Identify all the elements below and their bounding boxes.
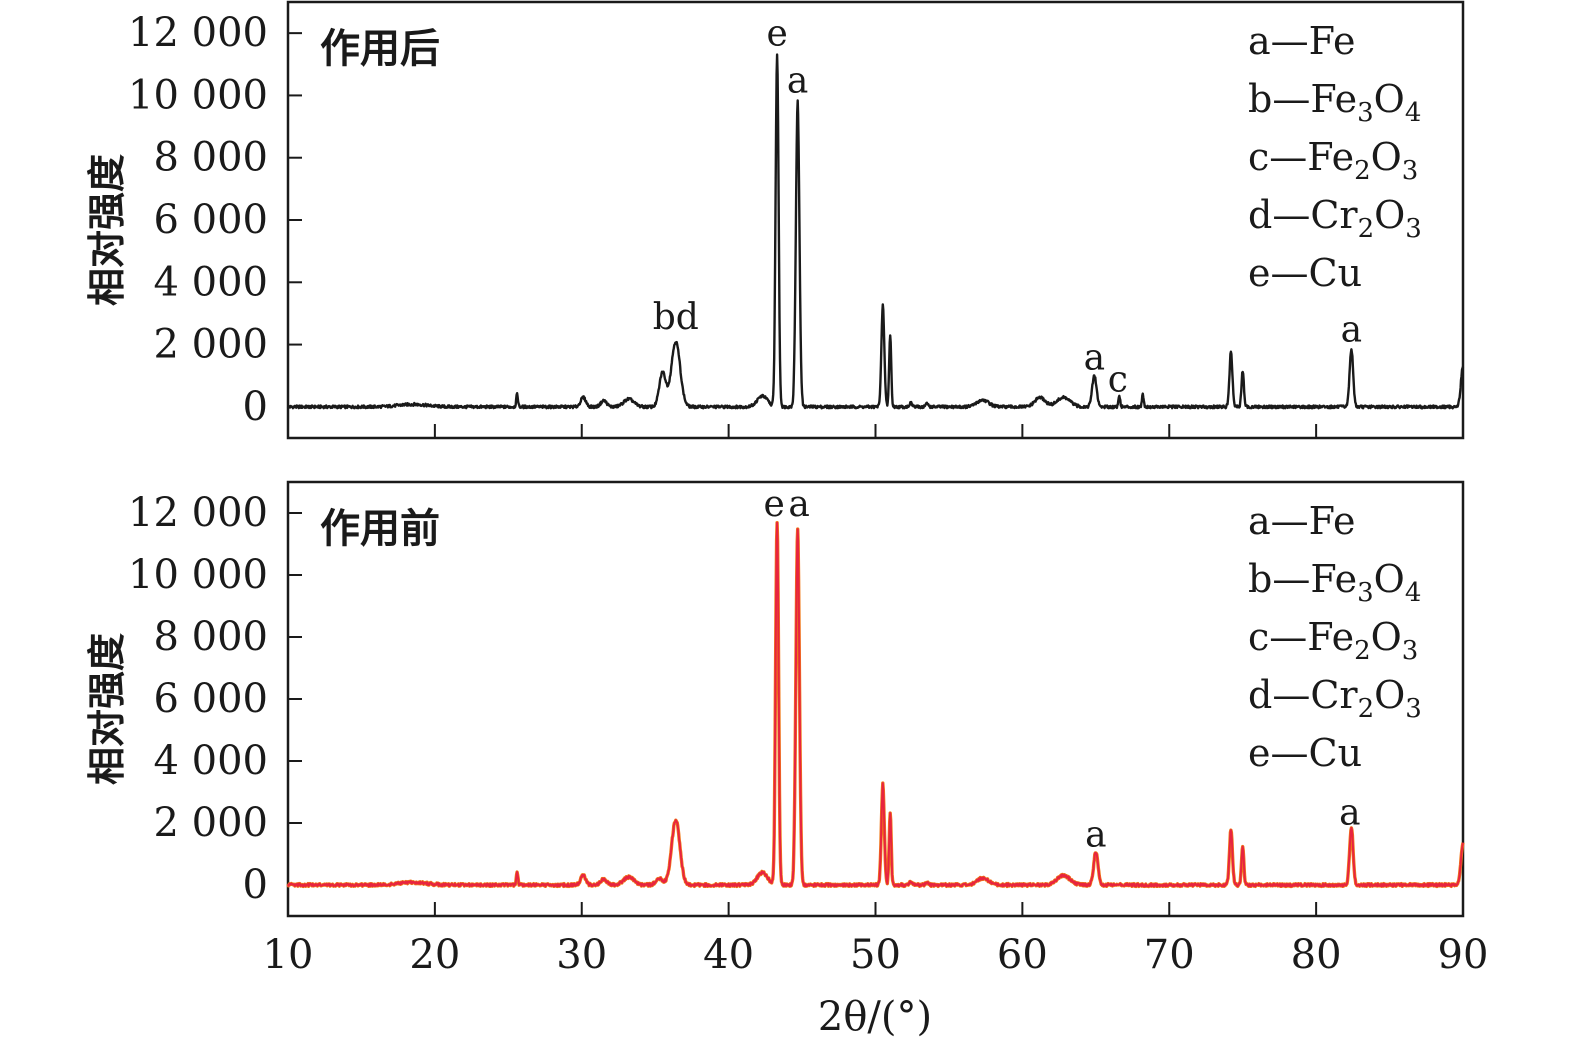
y-tick-label: 6 000 — [153, 676, 268, 722]
legend-formula-part: O — [1374, 77, 1405, 121]
legend-key: e— — [1248, 251, 1309, 295]
legend-entry: a—Fe — [1248, 499, 1355, 543]
legend-entry: c—Fe2​O3​ — [1248, 615, 1418, 666]
legend-formula-part: Cu — [1309, 251, 1363, 295]
x-tick-label: 70 — [1144, 932, 1195, 978]
panel-before: 0 2 000 4 000 6 000 8 000 10 000 12 000 10 20 30 4… — [84, 480, 1489, 978]
panel-title: 作用后 — [320, 25, 440, 72]
legend-entry: b—Fe3​O4​ — [1248, 557, 1421, 608]
peak-label: a — [1085, 814, 1106, 855]
legend-subscript: 4 — [1405, 98, 1422, 128]
legend-formula-part: O — [1374, 673, 1405, 717]
y-tick-label: 0 — [243, 384, 268, 430]
y-tick-label: 8 000 — [153, 614, 268, 660]
y-tick-label: 10 000 — [128, 72, 268, 118]
y-tick-label: 4 000 — [153, 738, 268, 784]
x-tick-label: 30 — [556, 932, 607, 978]
legend-subscript: 2 — [1354, 156, 1371, 186]
legend-subscript: 3 — [1402, 156, 1419, 186]
legend-formula-part: Fe — [1310, 77, 1357, 121]
y-axis-label: 相对强度 — [84, 633, 129, 785]
panel-title: 作用前 — [320, 505, 440, 552]
legend-subscript: 3 — [1402, 636, 1419, 666]
legend-entry: c—Fe2​O3​ — [1248, 135, 1418, 186]
legend-subscript: 3 — [1405, 214, 1422, 244]
y-tick-label: 12 000 — [128, 10, 268, 56]
legend-subscript: 4 — [1405, 578, 1422, 608]
peak-label: e — [766, 14, 787, 55]
x-tick-label: 80 — [1291, 932, 1342, 978]
legend-entry: a—Fe — [1248, 19, 1355, 63]
legend-formula-part: O — [1371, 615, 1402, 659]
x-tick-label: 60 — [997, 932, 1048, 978]
y-tick-label: 4 000 — [153, 259, 268, 305]
legend-key: a— — [1248, 499, 1309, 543]
y-tick-label: 12 000 — [128, 490, 268, 536]
legend-key: d— — [1248, 193, 1310, 237]
x-axis-label: 2θ/(°) — [818, 994, 932, 1040]
y-tick-label: 2 000 — [153, 322, 268, 368]
y-axis-label: 相对强度 — [84, 154, 129, 306]
peak-label: a — [787, 60, 808, 101]
x-tick-label: 90 — [1438, 932, 1489, 978]
legend-formula-part: O — [1374, 193, 1405, 237]
legend-formula-part: Cr — [1310, 193, 1358, 237]
legend-formula-part: O — [1371, 135, 1402, 179]
peak-label: a — [1341, 309, 1362, 350]
panel-after: 0 2 000 4 000 6 000 8 000 10 000 12 000 相对强度 作用后… — [84, 0, 1465, 440]
y-tick-label: 10 000 — [128, 552, 268, 598]
legend-entry: e—Cu — [1248, 251, 1362, 295]
peak-label: bd — [653, 297, 699, 338]
x-tick-label: 10 — [263, 932, 314, 978]
x-tick-label: 40 — [703, 932, 754, 978]
y-tick-label: 8 000 — [153, 135, 268, 181]
legend-formula-part: Fe — [1307, 135, 1354, 179]
legend-entry: d—Cr2​O3​ — [1248, 673, 1422, 724]
peak-label: a — [1339, 793, 1360, 834]
legend-key: c— — [1248, 135, 1307, 179]
legend-subscript: 2 — [1358, 214, 1375, 244]
legend-key: d— — [1248, 673, 1310, 717]
legend-entry: d—Cr2​O3​ — [1248, 193, 1422, 244]
legend-entry: e—Cu — [1248, 731, 1362, 775]
y-tick-label: 6 000 — [153, 197, 268, 243]
legend-key: e— — [1248, 731, 1309, 775]
legend-formula-part: Fe — [1310, 557, 1357, 601]
legend-subscript: 3 — [1357, 98, 1374, 128]
legend-formula-part: Cu — [1309, 731, 1363, 775]
legend-formula-part: Cr — [1310, 673, 1358, 717]
legend-formula-part: O — [1374, 557, 1405, 601]
series-line — [286, 53, 1465, 410]
legend-subscript: 2 — [1358, 694, 1375, 724]
legend-subscript: 3 — [1357, 578, 1374, 608]
x-tick-label: 20 — [409, 932, 460, 978]
legend-entry: b—Fe3​O4​ — [1248, 77, 1421, 128]
legend-key: c— — [1248, 615, 1307, 659]
peak-label: a — [788, 484, 809, 525]
series-line — [287, 521, 1464, 888]
x-tick-label: 50 — [850, 932, 901, 978]
legend-formula-part: Fe — [1307, 615, 1354, 659]
legend-formula-part: Fe — [1309, 19, 1356, 63]
legend-key: a— — [1248, 19, 1309, 63]
peak-label: e — [764, 484, 785, 525]
y-tick-label: 0 — [243, 862, 268, 908]
legend-subscript: 3 — [1405, 694, 1422, 724]
peak-label: a — [1084, 337, 1105, 378]
y-tick-label: 2 000 — [153, 800, 268, 846]
legend-formula-part: Fe — [1309, 499, 1356, 543]
legend-key: b— — [1248, 557, 1310, 601]
legend-key: b— — [1248, 77, 1310, 121]
peak-label: c — [1108, 359, 1128, 400]
legend-subscript: 2 — [1354, 636, 1371, 666]
